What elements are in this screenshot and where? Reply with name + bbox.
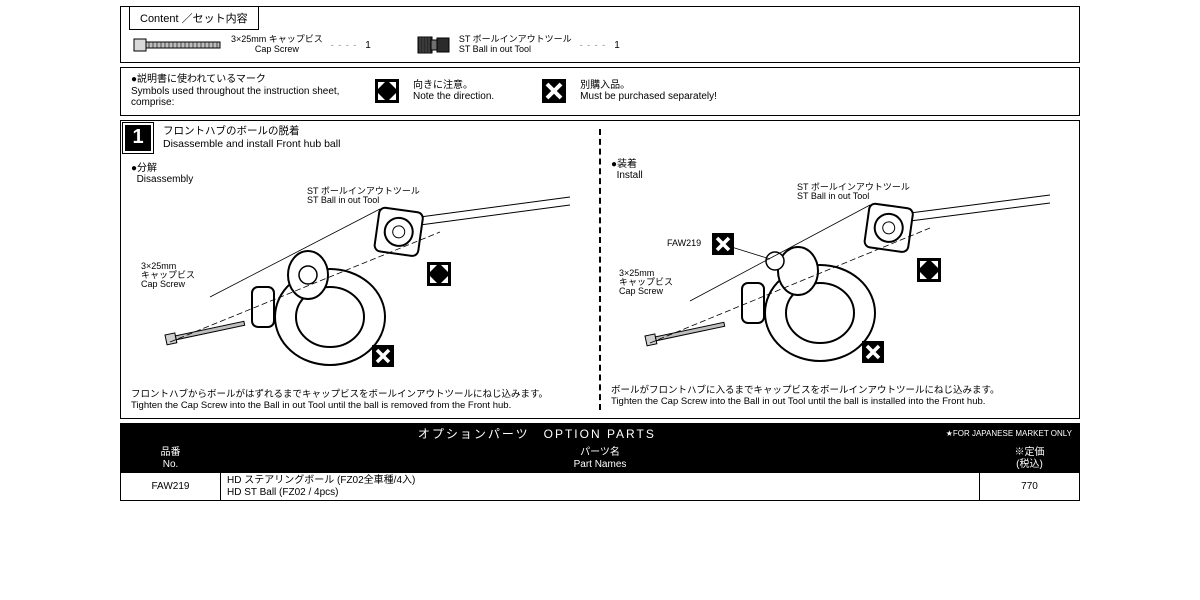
- separate-text: 別購入品。 Must be purchased separately!: [580, 80, 717, 103]
- table-header-row: 品番No. パーツ名Part Names ※定価(税込): [121, 445, 1080, 473]
- disassembly-jp: ●分解: [131, 163, 157, 174]
- col-name-header: パーツ名Part Names: [221, 445, 980, 473]
- step-panel: 1 フロントハブのボールの脱着 Disassemble and install …: [120, 120, 1080, 420]
- ball-tool-icon: [417, 34, 451, 56]
- screw-label-left: 3×25mm キャップビス Cap Screw: [141, 262, 195, 290]
- caption-left-jp: フロントハブからボールがはずれるまでキャップビスをボールインアウトツールにねじ込…: [131, 389, 589, 401]
- x-icon-right-2: [862, 341, 884, 363]
- qty-dots-1: - - - -: [331, 40, 358, 50]
- screw-label-left-3: Cap Screw: [141, 280, 195, 289]
- direction-en: Note the direction.: [413, 91, 494, 103]
- content-item-1-qty: 1: [365, 40, 371, 51]
- direction-jp: 向きに注意。: [413, 80, 494, 92]
- cell-no: FAW219: [121, 473, 221, 501]
- step-title: フロントハブのボールの脱着 Disassemble and install Fr…: [155, 125, 340, 150]
- content-item-2-en: ST Ball in out Tool: [459, 45, 572, 55]
- step-header: 1 フロントハブのボールの脱着 Disassemble and install …: [121, 121, 599, 155]
- screw-label-right-3: Cap Screw: [619, 287, 673, 296]
- content-items: 3×25mm キャップビス Cap Screw - - - - 1 ST ボール…: [121, 30, 1079, 56]
- step-col-right: ●装着 Install ST ボールインアウトツール ST Ball in ou…: [601, 121, 1079, 419]
- install-head: ●装着 Install: [611, 155, 1073, 181]
- disassembly-en: Disassembly: [137, 174, 194, 185]
- option-note: ★FOR JAPANESE MARKET ONLY: [946, 429, 1072, 438]
- diagram-right: ST ボールインアウトツール ST Ball in out Tool 3×25m…: [607, 183, 1073, 383]
- direction-icon-right-1: [917, 258, 941, 282]
- step-number: 1: [123, 123, 153, 153]
- disassembly-head: ●分解 Disassembly: [131, 159, 593, 185]
- diagram-left: ST ボールインアウトツール ST Ball in out Tool 3×25m…: [127, 187, 593, 387]
- step-col-left: 1 フロントハブのボールの脱着 Disassemble and install …: [121, 121, 599, 419]
- direction-text: 向きに注意。 Note the direction.: [413, 80, 494, 103]
- content-item-1-label: 3×25mm キャップビス Cap Screw: [231, 35, 323, 55]
- hub-diagram-right: [607, 183, 1073, 383]
- tool-label-right: ST ボールインアウトツール ST Ball in out Tool: [797, 183, 910, 202]
- tool-label-right-en: ST Ball in out Tool: [797, 192, 910, 201]
- x-icon-right-1: [712, 233, 734, 255]
- symbols-panel: ●説明書に使われているマーク Symbols used throughout t…: [120, 67, 1080, 116]
- symbols-intro-en: Symbols used throughout the instruction …: [131, 86, 361, 109]
- separate-purchase-icon: [542, 79, 566, 103]
- option-table: 品番No. パーツ名Part Names ※定価(税込) FAW219 HD ス…: [120, 444, 1080, 501]
- direction-icon-left-1: [427, 262, 451, 286]
- col-no-header: 品番No.: [121, 445, 221, 473]
- content-item-2-qty: 1: [614, 40, 620, 51]
- cell-name: HD ステアリングボール (FZ02全車種/4入)HD ST Ball (FZ0…: [221, 473, 980, 501]
- content-item-2-label: ST ボールインアウトツール ST Ball in out Tool: [459, 35, 572, 55]
- install-jp: ●装着: [611, 159, 637, 170]
- separate-en: Must be purchased separately!: [580, 91, 717, 103]
- tool-label-left-en: ST Ball in out Tool: [307, 196, 420, 205]
- option-title: オプションパーツ OPTION PARTS: [128, 425, 946, 442]
- content-panel: Content ／セット内容 3×25mm キャップビス Cap Screw -…: [120, 6, 1080, 63]
- content-tab: Content ／セット内容: [129, 7, 259, 30]
- caption-right-jp: ボールがフロントハブに入るまでキャップビスをボールインアウトツールにねじ込みます…: [611, 385, 1069, 397]
- cap-screw-icon: [133, 36, 223, 54]
- tool-label-left: ST ボールインアウトツール ST Ball in out Tool: [307, 187, 420, 206]
- caption-right-en: Tighten the Cap Screw into the Ball in o…: [611, 396, 1069, 408]
- separate-jp: 別購入品。: [580, 80, 717, 92]
- col-price-header: ※定価(税込): [980, 445, 1080, 473]
- hub-diagram-left: [127, 187, 593, 387]
- step-title-en: Disassemble and install Front hub ball: [163, 138, 340, 151]
- symbols-intro: ●説明書に使われているマーク Symbols used throughout t…: [131, 74, 361, 109]
- install-en: Install: [617, 170, 643, 181]
- caption-left: フロントハブからボールがはずれるまでキャップビスをボールインアウトツールにねじ込…: [127, 387, 593, 413]
- content-item-1-en: Cap Screw: [231, 45, 323, 55]
- caption-right: ボールがフロントハブに入るまでキャップビスをボールインアウトツールにねじ込みます…: [607, 383, 1073, 409]
- caption-left-en: Tighten the Cap Screw into the Ball in o…: [131, 400, 589, 412]
- faw-label: FAW219: [667, 239, 701, 248]
- qty-dots-2: - - - -: [580, 40, 607, 50]
- step-title-jp: フロントハブのボールの脱着: [163, 125, 340, 138]
- symbols-intro-jp: ●説明書に使われているマーク: [131, 74, 361, 86]
- direction-icon: [375, 79, 399, 103]
- x-icon-left: [372, 345, 394, 367]
- option-parts-panel: オプションパーツ OPTION PARTS ★FOR JAPANESE MARK…: [120, 423, 1080, 501]
- cell-price: 770: [980, 473, 1080, 501]
- screw-label-right: 3×25mm キャップビス Cap Screw: [619, 269, 673, 297]
- table-row: FAW219 HD ステアリングボール (FZ02全車種/4入)HD ST Ba…: [121, 473, 1080, 501]
- option-header: オプションパーツ OPTION PARTS ★FOR JAPANESE MARK…: [120, 423, 1080, 444]
